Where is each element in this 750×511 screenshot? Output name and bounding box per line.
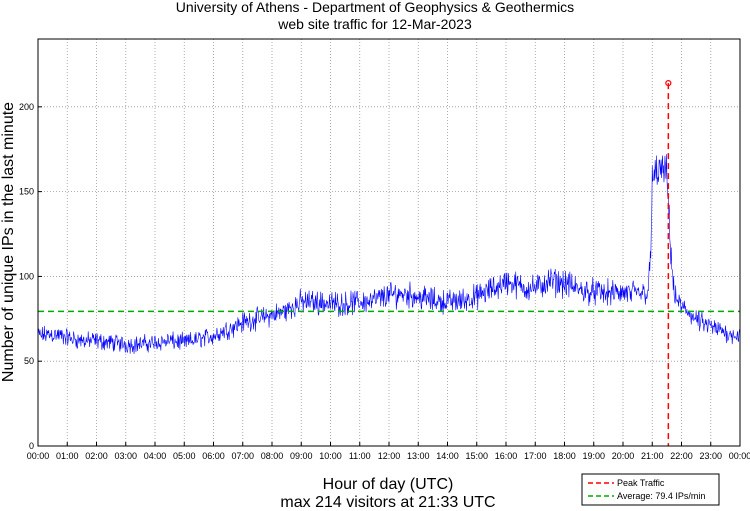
y-tick-label: 150 (19, 187, 34, 197)
x-tick-label: 15:00 (465, 451, 488, 461)
x-tick-label: 23:00 (699, 451, 722, 461)
x-tick-label: 09:00 (290, 451, 313, 461)
x-tick-label: 16:00 (495, 451, 518, 461)
y-axis-title: Number of unique IPs in the last minute (0, 102, 17, 382)
x-tick-label: 10:00 (319, 451, 342, 461)
x-tick-label: 02:00 (85, 451, 108, 461)
x-tick-label: 12:00 (378, 451, 401, 461)
y-tick-label: 100 (19, 271, 34, 281)
x-tick-label: 18:00 (553, 451, 576, 461)
tick-labels: 00:00 01:00 02:00 03:00 04:00 05:00 06:00 07:00… (19, 102, 750, 461)
x-tick-label: 20:00 (612, 451, 635, 461)
x-tick-label: 11:00 (349, 451, 371, 461)
legend-box (581, 473, 720, 506)
x-tick-label: 13:00 (407, 451, 430, 461)
x-tick-label: 21:00 (641, 451, 664, 461)
x-tick-label: 08:00 (261, 451, 284, 461)
legend: Peak Traffic Average: 79.4 IPs/min (581, 473, 720, 506)
legend-peak-label: Peak Traffic (617, 478, 665, 488)
y-tick-label: 200 (19, 102, 34, 112)
y-tick-label: 50 (24, 356, 34, 366)
x-tick-label: 00:00 (27, 451, 50, 461)
x-tick-label: 22:00 (670, 451, 693, 461)
x-tick-label: 00:00 (729, 451, 750, 461)
legend-average-label: Average: 79.4 IPs/min (617, 491, 705, 501)
x-tick-label: 05:00 (173, 451, 196, 461)
x-tick-label: 06:00 (202, 451, 225, 461)
chart-title: University of Athens - Department of Geo… (176, 0, 574, 15)
traffic-series-line (37, 154, 740, 354)
x-tick-label: 03:00 (114, 451, 137, 461)
y-tick-label: 0 (29, 441, 34, 451)
x-tick-label: 17:00 (524, 451, 547, 461)
x-tick-label: 07:00 (231, 451, 254, 461)
reference-lines (38, 79, 740, 446)
chart-subtitle: web site traffic for 12-Mar-2023 (277, 16, 472, 32)
peak-marker (665, 79, 672, 87)
grid (38, 39, 740, 446)
x-tick-label: 19:00 (582, 451, 605, 461)
x-tick-label: 14:00 (436, 451, 459, 461)
x-axis-title: Hour of day (UTC) (323, 476, 454, 493)
x-tick-label: 04:00 (144, 451, 167, 461)
x-tick-label: 01:00 (56, 451, 79, 461)
series-group (37, 154, 740, 354)
footer-max-visitors: max 214 visitors at 21:33 UTC (280, 494, 495, 511)
